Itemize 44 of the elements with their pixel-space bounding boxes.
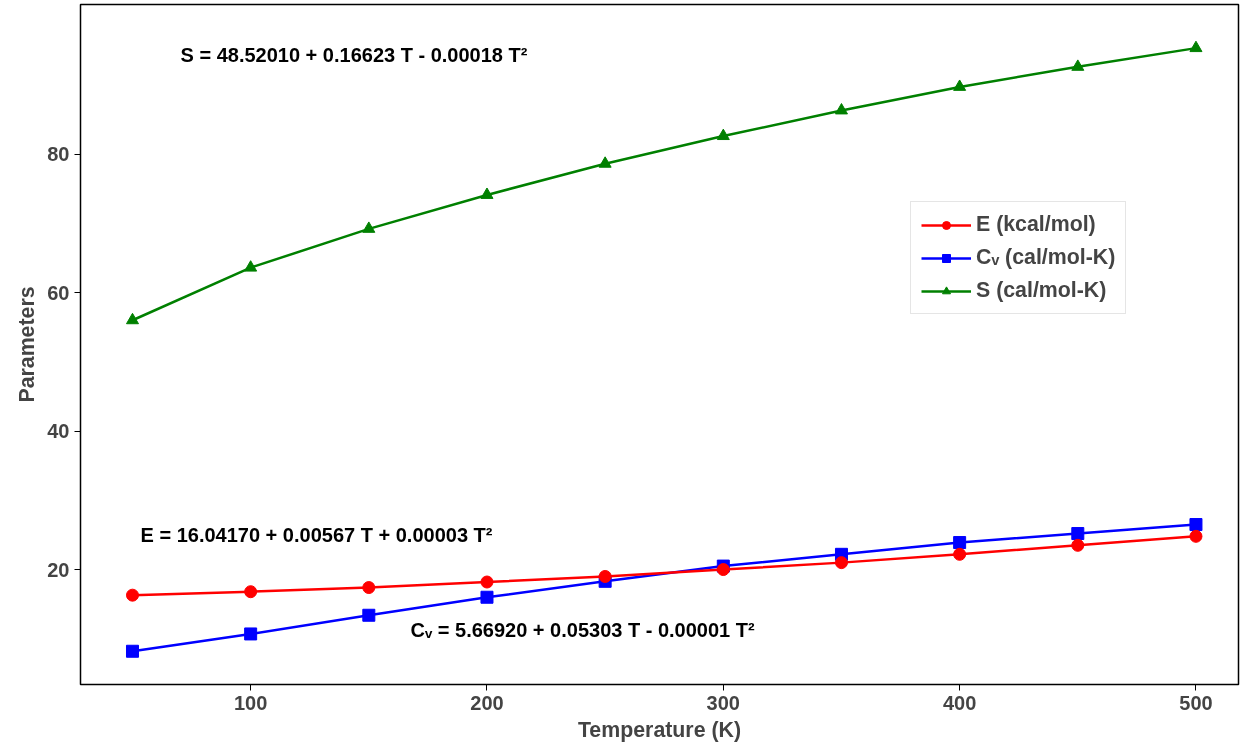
- y-tick-label: 40: [47, 420, 70, 443]
- y-tick-label: 20: [47, 558, 70, 581]
- point: [953, 79, 967, 91]
- point: [834, 556, 848, 570]
- point: [125, 312, 139, 325]
- point: [598, 569, 612, 583]
- annotation: Cᵥ = 5.66920 + 0.05303 T - 0.00001 T²: [410, 618, 756, 641]
- x-axis-title: Temperature (K): [577, 717, 742, 742]
- point: [1071, 59, 1085, 71]
- point: [244, 585, 258, 599]
- x-tick-label: 400: [942, 691, 977, 714]
- point: [953, 536, 967, 550]
- y-axis-title: Parameters: [15, 286, 40, 403]
- point: [125, 644, 139, 658]
- point: [716, 128, 730, 141]
- legend-label: Cᵥ (cal/mol-K): [976, 245, 1116, 270]
- point: [125, 588, 139, 602]
- point: [480, 590, 494, 604]
- point: [834, 103, 848, 115]
- x-tick-label: 200: [470, 691, 504, 714]
- point: [1189, 518, 1203, 532]
- point: [362, 221, 376, 233]
- point: [716, 563, 730, 577]
- point: [953, 547, 967, 561]
- x-tick-label: 300: [706, 691, 740, 714]
- y-tick-label: 80: [47, 143, 70, 166]
- legend-label: E (kcal/mol): [976, 212, 1096, 237]
- point: [480, 575, 494, 589]
- point: [362, 608, 376, 622]
- point: [244, 627, 258, 641]
- point: [1071, 538, 1085, 552]
- x-tick-label: 100: [233, 691, 268, 714]
- point: [598, 156, 612, 168]
- point: [480, 187, 494, 199]
- x-tick-label: 500: [1179, 691, 1213, 714]
- point: [244, 260, 258, 272]
- point: [1189, 529, 1203, 543]
- y-tick-label: 60: [47, 281, 70, 304]
- point: [1189, 40, 1203, 53]
- annotation: E = 16.04170 + 0.00567 T + 0.00003 T²: [140, 523, 493, 546]
- point: [1071, 527, 1085, 541]
- annotation: S = 48.52010 + 0.16623 T - 0.00018 T²: [180, 43, 528, 66]
- legend-label: S (cal/mol-K): [976, 278, 1107, 303]
- point: [362, 581, 376, 595]
